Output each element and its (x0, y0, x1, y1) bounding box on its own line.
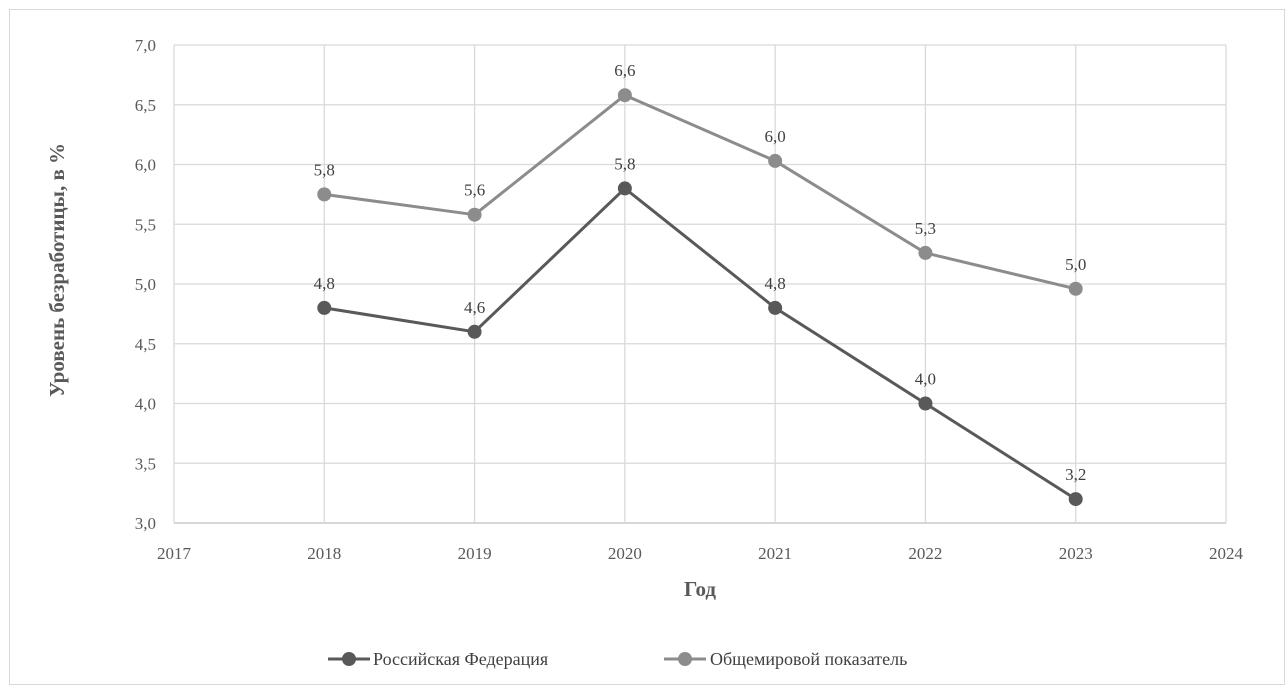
series-line-1 (324, 186, 1077, 501)
y-tick-label: 7,0 (135, 36, 156, 55)
x-tick-label: 2020 (608, 544, 642, 563)
data-point (467, 207, 482, 222)
data-point (467, 324, 482, 339)
data-label: 5,8 (614, 154, 635, 173)
legend-marker (678, 652, 692, 666)
data-point (617, 181, 632, 196)
legend: Российская Федерация Общемировой показате… (328, 649, 907, 669)
grid-lines (173, 44, 1227, 524)
series-line-2 (324, 93, 1077, 291)
y-tick-label: 3,0 (135, 514, 156, 533)
y-tick-label: 4,0 (135, 395, 156, 414)
legend-label: Общемировой показатель (710, 649, 907, 669)
x-tick-label: 2019 (458, 544, 492, 563)
data-label: 6,0 (765, 127, 786, 146)
y-tick-label: 5,5 (135, 215, 156, 234)
data-point (317, 300, 332, 315)
data-label: 4,8 (314, 274, 335, 293)
data-point (918, 396, 933, 411)
y-tick-label: 6,0 (135, 156, 156, 175)
data-label: 4,8 (765, 274, 786, 293)
data-labels: 4,8 4,6 5,8 4,8 4,0 3,2 5,8 5,6 6,6 6,0 5,3 5,0 (314, 61, 1087, 484)
data-point (768, 153, 783, 168)
x-tick-label: 2024 (1209, 544, 1244, 563)
y-tick-label: 4,5 (135, 335, 156, 354)
y-axis-ticks: 3,0 3,5 4,0 4,5 5,0 5,5 6,0 6,5 7,0 (135, 36, 156, 533)
x-tick-label: 2021 (758, 544, 792, 563)
data-label: 4,0 (915, 370, 936, 389)
y-tick-label: 6,5 (135, 96, 156, 115)
data-point (1068, 281, 1083, 296)
y-tick-label: 5,0 (135, 275, 156, 294)
chart-frame (9, 9, 1285, 685)
x-tick-label: 2018 (307, 544, 341, 563)
data-label: 5,3 (915, 219, 936, 238)
x-tick-label: 2022 (908, 544, 942, 563)
x-axis-title: Год (684, 577, 716, 601)
y-axis-title: Уровень безработицы, в % (45, 143, 69, 397)
data-point (617, 88, 632, 103)
data-label: 3,2 (1065, 465, 1086, 484)
data-label: 4,6 (464, 298, 485, 317)
data-label: 5,6 (464, 181, 485, 200)
y-tick-label: 3,5 (135, 454, 156, 473)
data-point (317, 187, 332, 202)
data-label: 6,6 (614, 61, 635, 80)
data-point (768, 300, 783, 315)
data-label: 5,8 (314, 160, 335, 179)
data-label: 5,0 (1065, 255, 1086, 274)
legend-label: Российская Федерация (373, 649, 548, 669)
x-tick-label: 2017 (157, 544, 192, 563)
x-tick-label: 2023 (1059, 544, 1093, 563)
x-axis-ticks: 2017 2018 2019 2020 2021 2022 2023 2024 (157, 544, 1244, 563)
series-group (317, 88, 1083, 507)
data-point (1068, 492, 1083, 507)
legend-marker (342, 652, 356, 666)
data-point (918, 245, 933, 260)
